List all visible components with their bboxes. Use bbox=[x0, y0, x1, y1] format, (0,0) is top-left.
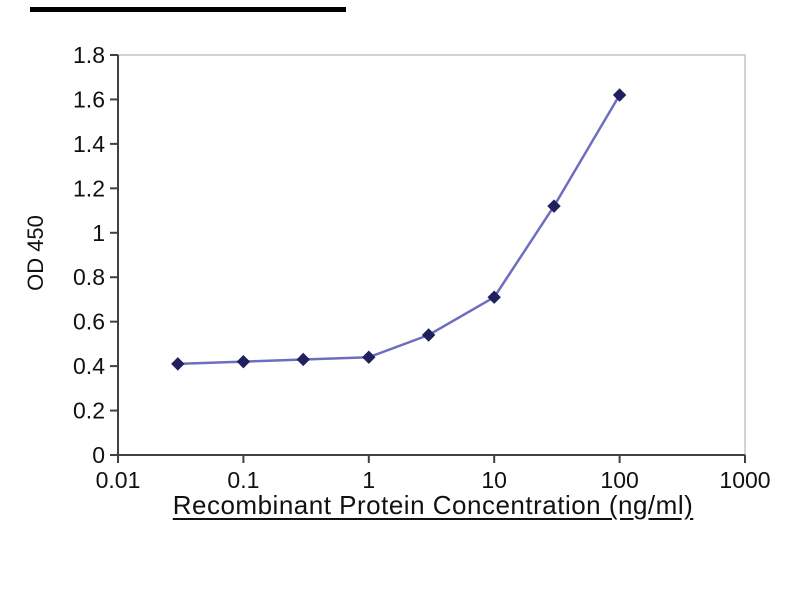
y-axis-title: OD 450 bbox=[23, 215, 48, 291]
top-crop-line bbox=[30, 7, 346, 12]
x-tick-label: 1000 bbox=[719, 467, 770, 493]
data-point-marker bbox=[421, 328, 436, 342]
y-tick-label: 1.4 bbox=[73, 131, 105, 157]
plot-frame bbox=[117, 54, 746, 456]
data-point-marker bbox=[612, 88, 627, 102]
data-point-marker bbox=[547, 199, 561, 213]
data-point-marker bbox=[171, 357, 185, 371]
x-tick-label: 0.1 bbox=[227, 467, 259, 493]
y-tick-label: 1.2 bbox=[73, 175, 105, 201]
x-tick-label: 100 bbox=[600, 467, 638, 493]
y-tick-label: 0.6 bbox=[73, 309, 105, 335]
data-point-marker bbox=[236, 354, 251, 369]
data-point-marker bbox=[487, 290, 501, 304]
x-tick-label: 0.01 bbox=[96, 467, 141, 493]
x-tick-label: 1 bbox=[362, 467, 375, 493]
x-tick-label: 10 bbox=[481, 467, 507, 493]
y-tick-label: 0 bbox=[92, 442, 105, 468]
data-point-marker bbox=[362, 350, 376, 364]
data-point-marker bbox=[296, 352, 310, 367]
series-line bbox=[177, 94, 621, 366]
x-axis-title: Recombinant Protein Concentration (ng/ml… bbox=[172, 490, 694, 520]
y-tick-label: 1 bbox=[92, 220, 105, 246]
y-tick-label: 0.2 bbox=[73, 398, 105, 424]
y-tick-label: 1.8 bbox=[73, 42, 105, 68]
y-tick-label: 0.4 bbox=[73, 353, 105, 379]
y-tick-label: 1.6 bbox=[73, 86, 105, 112]
y-tick-label: 0.8 bbox=[73, 264, 105, 290]
